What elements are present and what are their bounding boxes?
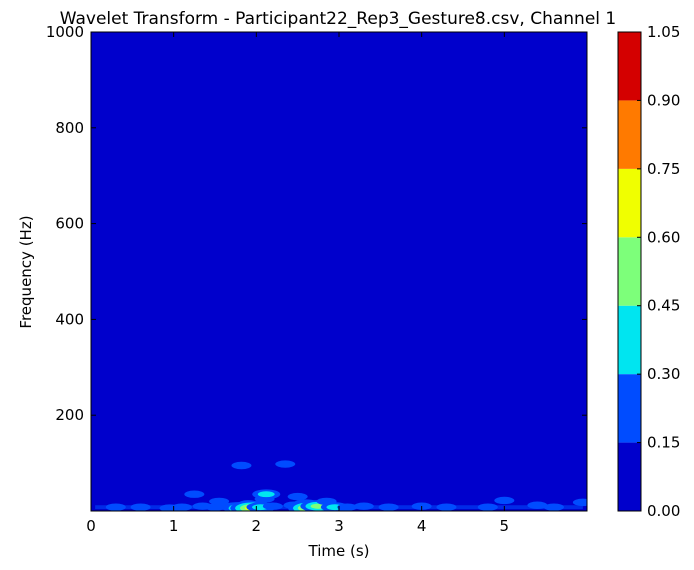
colorbar-segment xyxy=(618,32,641,101)
heatmap-cell xyxy=(231,461,252,470)
x-tick-label: 4 xyxy=(417,517,427,535)
y-tick-label: 1000 xyxy=(46,23,84,41)
heatmap-cell xyxy=(436,503,457,511)
heatmap-cell xyxy=(171,503,192,511)
y-tick-label: 600 xyxy=(55,215,84,233)
x-axis: 0 1 2 3 4 5 xyxy=(86,32,509,535)
y-axis: 200 400 600 800 1000 xyxy=(46,23,587,424)
colorbar-tick-label: 0.30 xyxy=(647,365,680,383)
heatmap-cell xyxy=(275,460,296,468)
y-axis-label: Frequency (Hz) xyxy=(17,215,35,328)
heatmap-cell xyxy=(572,498,587,507)
heatmap-cell xyxy=(105,503,126,511)
colorbar-segment xyxy=(618,100,641,169)
plot-background xyxy=(91,32,587,511)
colorbar-tick-label: 1.05 xyxy=(647,23,680,41)
y-tick-label: 800 xyxy=(55,119,84,137)
x-tick-label: 5 xyxy=(500,517,510,535)
colorbar-segment xyxy=(618,305,641,375)
colorbar-segment xyxy=(618,168,641,238)
chart-title: Wavelet Transform - Participant22_Rep3_G… xyxy=(60,9,616,29)
heatmap-cell xyxy=(494,496,515,505)
colorbar-frame xyxy=(617,31,642,512)
heatmap-cell xyxy=(353,502,374,510)
heatmap-cell xyxy=(184,490,205,498)
y-tick-label: 200 xyxy=(55,406,84,424)
colorbar-tick-label: 0.90 xyxy=(647,91,680,109)
colorbar-tick-label: 0.00 xyxy=(647,502,680,520)
colorbar-tick-label: 0.75 xyxy=(647,160,680,178)
y-tick-label: 400 xyxy=(55,310,84,328)
heatmap-cell xyxy=(287,492,308,501)
colorbar-tick-label: 0.45 xyxy=(647,297,680,315)
heatmap-cell xyxy=(257,491,275,498)
heatmap-cell xyxy=(130,503,151,511)
x-tick-label: 2 xyxy=(252,517,262,535)
colorbar-tick-label: 0.60 xyxy=(647,228,680,246)
x-tick-label: 0 xyxy=(86,517,96,535)
heatmap-layer xyxy=(95,460,587,511)
colorbar: 0.00 0.15 0.30 0.45 0.60 0.75 0.90 1.05 xyxy=(617,23,680,520)
colorbar-segment xyxy=(618,237,641,306)
x-tick-label: 1 xyxy=(169,517,179,535)
colorbar-segment xyxy=(618,374,641,443)
colorbar-segment xyxy=(618,442,641,511)
heatmap-cell xyxy=(378,503,399,511)
x-tick-label: 3 xyxy=(334,517,344,535)
heatmap-cell xyxy=(337,503,358,511)
heatmap-cell xyxy=(527,501,548,509)
colorbar-tick-label: 0.15 xyxy=(647,434,680,452)
heatmap-cell xyxy=(543,503,564,511)
x-axis-label: Time (s) xyxy=(308,542,370,560)
heatmap-cell xyxy=(477,503,498,511)
heatmap-cell xyxy=(262,502,283,510)
